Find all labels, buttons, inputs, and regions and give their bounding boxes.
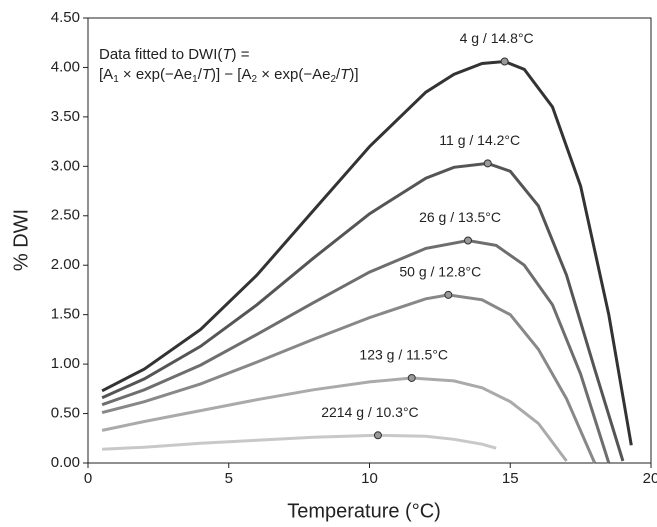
annotation-text: Data fitted to DWI( — [99, 46, 222, 63]
series-line — [101, 293, 597, 464]
y-tick-label: 3.50 — [51, 108, 80, 125]
x-tick-label: 0 — [84, 470, 92, 487]
series-label: 123 g / 11.5°C — [359, 347, 448, 363]
annotation-text: / — [198, 66, 203, 83]
annotation-text: T — [340, 66, 351, 83]
y-tick-label: 2.50 — [51, 207, 80, 224]
series-label: 11 g / 14.2°C — [439, 132, 520, 148]
series-line — [101, 376, 568, 462]
y-tick-label: 2.00 — [51, 256, 80, 273]
peak-marker — [483, 159, 492, 168]
series-line — [101, 59, 633, 446]
annotation-text: T — [202, 66, 213, 83]
series-label: 4 g / 14.8°C — [460, 30, 534, 46]
series-label: 2214 g / 10.3°C — [321, 404, 418, 420]
y-tick-label: 1.50 — [51, 306, 80, 323]
y-tick-label: 1.00 — [51, 355, 80, 372]
series-line — [101, 161, 625, 462]
annotation-text: ) = — [232, 46, 250, 63]
annotation-text: T — [222, 46, 233, 63]
annotation-text: )] − [A — [211, 66, 251, 83]
x-tick-label: 5 — [225, 470, 233, 487]
annotation-text: × exp(−Ae — [257, 66, 330, 83]
annotation-text: 1 — [113, 74, 119, 85]
annotation-text: 2 — [251, 74, 257, 85]
annotation-text: / — [336, 66, 341, 83]
peak-marker — [500, 57, 509, 66]
annotation-text: × exp(−Ae — [119, 66, 192, 83]
series-line — [102, 433, 497, 451]
annotation-text: [A — [99, 66, 113, 83]
peak-marker — [373, 431, 382, 440]
annotation-text: )] — [349, 66, 358, 83]
y-tick-label: 0.00 — [51, 454, 80, 471]
peak-marker — [464, 236, 473, 245]
peak-marker — [407, 373, 416, 382]
annotation-text: 2 — [330, 74, 336, 85]
x-tick-label: 20 — [643, 470, 657, 487]
y-axis-title: % DWI — [10, 209, 32, 271]
annotation-text: 1 — [192, 74, 198, 85]
x-axis-title: Temperature (°C) — [287, 500, 441, 522]
x-tick-label: 10 — [361, 470, 378, 487]
y-tick-label: 0.50 — [51, 405, 80, 422]
annotation-line: Data fitted to DWI(T) = — [99, 46, 250, 63]
series-label: 50 g / 12.8°C — [399, 264, 481, 280]
peak-marker — [444, 290, 453, 299]
x-tick-label: 15 — [502, 470, 519, 487]
y-tick-label: 4.00 — [51, 58, 80, 75]
annotation-line: [A1 × exp(−Ae1/T)] − [A2 × exp(−Ae2/T)] — [99, 66, 359, 85]
y-tick-label: 4.50 — [51, 9, 80, 26]
series-label: 26 g / 13.5°C — [419, 209, 501, 225]
y-tick-label: 3.00 — [51, 157, 80, 174]
series-line — [101, 238, 611, 464]
